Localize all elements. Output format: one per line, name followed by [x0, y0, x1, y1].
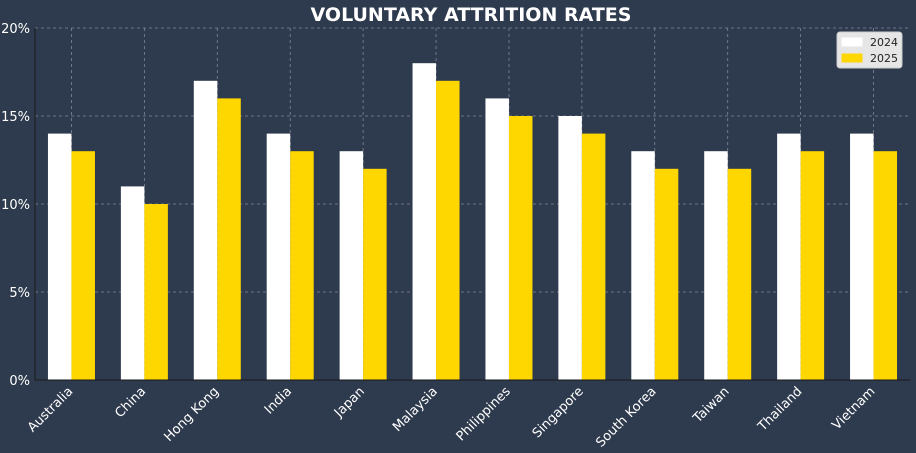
- y-tick-label: 5%: [9, 286, 30, 301]
- bar-2025-india: [290, 151, 314, 380]
- x-tick-label: South Korea: [593, 384, 659, 450]
- y-tick-label: 10%: [1, 198, 30, 213]
- bar-2025-taiwan: [727, 168, 752, 380]
- bar-2024-china: [120, 186, 145, 380]
- bar-2025-south-korea: [654, 168, 679, 380]
- x-tick-label: India: [262, 384, 295, 417]
- bar-2024-philippines: [485, 98, 509, 381]
- bar-2025-australia: [71, 151, 95, 380]
- y-tick-label: 20%: [1, 22, 30, 37]
- bar-2025-hong-kong: [217, 98, 241, 381]
- x-tick-label: Vietnam: [829, 384, 878, 433]
- bar-2025-china: [144, 204, 168, 380]
- bar-2025-thailand: [800, 151, 825, 380]
- x-tick-label: China: [112, 384, 149, 421]
- bar-2024-malaysia: [412, 63, 437, 380]
- x-tick-label: Malaysia: [390, 384, 441, 435]
- legend-label-2024: 2024: [870, 36, 898, 49]
- x-tick-label: Thailand: [755, 384, 806, 435]
- bar-2025-japan: [363, 168, 387, 380]
- x-tick-label: Australia: [25, 384, 76, 435]
- x-tick-label: Singapore: [530, 384, 587, 441]
- bar-2024-south-korea: [631, 151, 655, 380]
- y-tick-label: 0%: [9, 374, 30, 389]
- legend-swatch-2025: [841, 53, 863, 63]
- bar-2025-singapore: [581, 133, 606, 380]
- bar-2025-philippines: [508, 116, 533, 380]
- bar-2024-taiwan: [704, 151, 728, 380]
- bar-2025-vietnam: [873, 151, 898, 380]
- y-tick-label: 15%: [1, 110, 30, 125]
- bar-2024-vietnam: [850, 133, 874, 380]
- x-tick-label: Japan: [331, 384, 368, 421]
- bar-2024-thailand: [777, 133, 801, 380]
- chart-title: VOLUNTARY ATTRITION RATES: [311, 4, 632, 26]
- bar-2024-hong-kong: [193, 80, 218, 381]
- bar-2024-australia: [47, 133, 72, 380]
- legend: 2024 2025: [836, 31, 903, 69]
- bar-2024-japan: [339, 151, 364, 380]
- x-tick-label: Hong Kong: [162, 384, 223, 445]
- bar-2024-singapore: [558, 116, 582, 380]
- x-tick-label: Taiwan: [690, 384, 733, 427]
- legend-label-2025: 2025: [870, 52, 898, 65]
- bar-2024-india: [266, 133, 291, 380]
- x-tick-label: Philippines: [454, 384, 514, 444]
- bars-layer: [47, 63, 898, 381]
- legend-swatch-2024: [841, 37, 863, 47]
- bar-2025-malaysia: [436, 80, 460, 381]
